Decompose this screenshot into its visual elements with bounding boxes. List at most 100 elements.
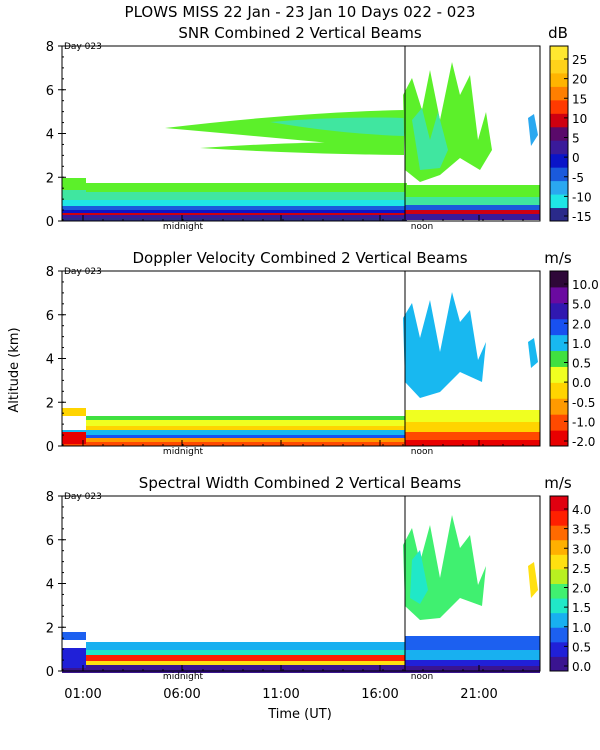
snr-plot-area: [62, 62, 540, 221]
doppler-day-label: Day 023: [64, 267, 102, 277]
snr-band: [62, 178, 86, 190]
spectral-colorbar-segment: [550, 656, 568, 672]
spectral-colorbar-segment: [550, 496, 568, 512]
doppler-band: [62, 430, 405, 435]
doppler-panel: Doppler Velocity Combined 2 Vertical Bea…: [46, 249, 599, 457]
doppler-colorbar-label: 1.0: [572, 337, 591, 351]
spectral-convective-low: [405, 666, 540, 673]
snr-convective-low: [405, 205, 540, 210]
snr-y-tick-label: 6: [46, 84, 54, 99]
snr-unit-label: dB: [548, 24, 568, 42]
spectral-band: [62, 655, 405, 661]
doppler-y-tick-label: 6: [46, 309, 54, 324]
snr-colorbar-label: 10: [572, 112, 587, 126]
spectral-y-tick-label: 8: [46, 490, 54, 505]
snr-band: [62, 183, 407, 192]
snr-colorbar-label: -10: [572, 190, 592, 204]
snr-colorbar-segment: [550, 86, 568, 101]
spectral-panel-title: Spectral Width Combined 2 Vertical Beams: [139, 474, 462, 492]
doppler-band: [86, 426, 405, 430]
snr-colorbar-segment: [550, 153, 568, 168]
snr-colorbar-segment: [550, 140, 568, 155]
spectral-convective-plume: [528, 562, 538, 598]
doppler-band: [62, 408, 86, 416]
doppler-convective-low: [405, 422, 540, 432]
doppler-colorbar-label: -2.0: [572, 435, 595, 449]
y-axis-label: Altitude (km): [7, 327, 22, 412]
x-tick-label: 06:00: [163, 687, 200, 702]
spectral-convective-plume: [410, 550, 428, 604]
snr-colorbar-label: 25: [572, 53, 587, 67]
snr-convective-low: [405, 197, 540, 205]
snr-panel: SNR Combined 2 Vertical Beams dB Day 023: [46, 24, 592, 232]
doppler-band: [86, 420, 405, 426]
spectral-band: [62, 648, 86, 668]
snr-convective-plume: [412, 108, 448, 170]
snr-band: [62, 210, 407, 213]
snr-colorbar-segment: [550, 46, 568, 60]
spectral-convective-low: [405, 660, 540, 666]
snr-colorbar-label: 20: [572, 73, 587, 87]
doppler-y-tick-label: 0: [46, 440, 54, 455]
spectral-convective-low: [405, 650, 540, 660]
spectral-band: [62, 650, 405, 655]
doppler-colorbar-label: 10.0: [572, 278, 599, 292]
snr-colorbar-segment: [550, 194, 568, 209]
doppler-y-tick-label: 8: [46, 265, 54, 280]
figure-title: PLOWS MISS 22 Jan - 23 Jan 10 Days 022 -…: [125, 3, 476, 21]
doppler-colorbar-segment: [550, 271, 568, 288]
doppler-colorbar-segment: [550, 398, 568, 415]
x-tick-label: 01:00: [64, 687, 101, 702]
spectral-colorbar-segment: [550, 598, 568, 614]
doppler-convective-plume: [403, 292, 486, 398]
doppler-midnight-label: midnight: [163, 447, 204, 457]
snr-band: [62, 200, 407, 206]
doppler-colorbar-segment: [550, 414, 568, 431]
doppler-band: [62, 438, 405, 442]
snr-convective-plume: [528, 114, 538, 146]
snr-band: [62, 190, 86, 198]
doppler-colorbar-segment: [550, 334, 568, 352]
snr-noon-label: noon: [411, 222, 433, 232]
snr-panel-title: SNR Combined 2 Vertical Beams: [178, 24, 421, 42]
doppler-convective-plume: [528, 338, 538, 368]
spectral-colorbar-segment: [550, 583, 568, 599]
spectral-y-tick-label: 2: [46, 621, 54, 636]
spectral-colorbar-segment: [550, 510, 568, 526]
spectral-colorbar-segment: [550, 525, 568, 541]
snr-band: [62, 213, 407, 215]
snr-day-label: Day 023: [64, 42, 102, 52]
spectral-convective-low: [405, 636, 540, 650]
doppler-colorbar-segment: [550, 350, 568, 367]
spectral-colorbar-segment: [550, 612, 568, 628]
doppler-colorbar-label: 5.0: [572, 298, 591, 312]
spectral-band: [62, 632, 86, 640]
doppler-colorbar-segment: [550, 366, 568, 383]
spectral-plot-area: [62, 515, 540, 673]
snr-convective-low: [405, 210, 540, 214]
doppler-colorbar-segment: [550, 302, 568, 320]
spectral-colorbar-segment: [550, 554, 568, 570]
doppler-noon-label: noon: [411, 447, 433, 457]
snr-colorbar-segment: [550, 126, 568, 141]
spectral-panel: Spectral Width Combined 2 Vertical Beams…: [46, 474, 591, 682]
snr-colorbar-segment: [550, 59, 568, 74]
snr-colorbar-segment: [550, 180, 568, 195]
snr-colorbar-label: -5: [572, 171, 584, 185]
doppler-colorbar-label: -1.0: [572, 415, 595, 429]
snr-band: [62, 215, 407, 218]
doppler-colorbar-label: 0.0: [572, 376, 591, 390]
snr-colorbar-label: 15: [572, 92, 587, 106]
doppler-band: [62, 432, 86, 444]
doppler-convective-low: [405, 432, 540, 440]
doppler-band: [62, 435, 405, 438]
doppler-colorbar-segment: [550, 318, 568, 336]
snr-y-tick-label: 8: [46, 40, 54, 55]
doppler-y-tick-label: 4: [46, 353, 54, 368]
doppler-colorbar-label: -0.5: [572, 396, 595, 410]
snr-band: [62, 206, 407, 210]
snr-band: [62, 192, 407, 200]
spectral-colorbar-segment: [550, 627, 568, 643]
spectral-midnight-label: midnight: [163, 672, 204, 682]
doppler-colorbar-label: 2.0: [572, 317, 591, 331]
